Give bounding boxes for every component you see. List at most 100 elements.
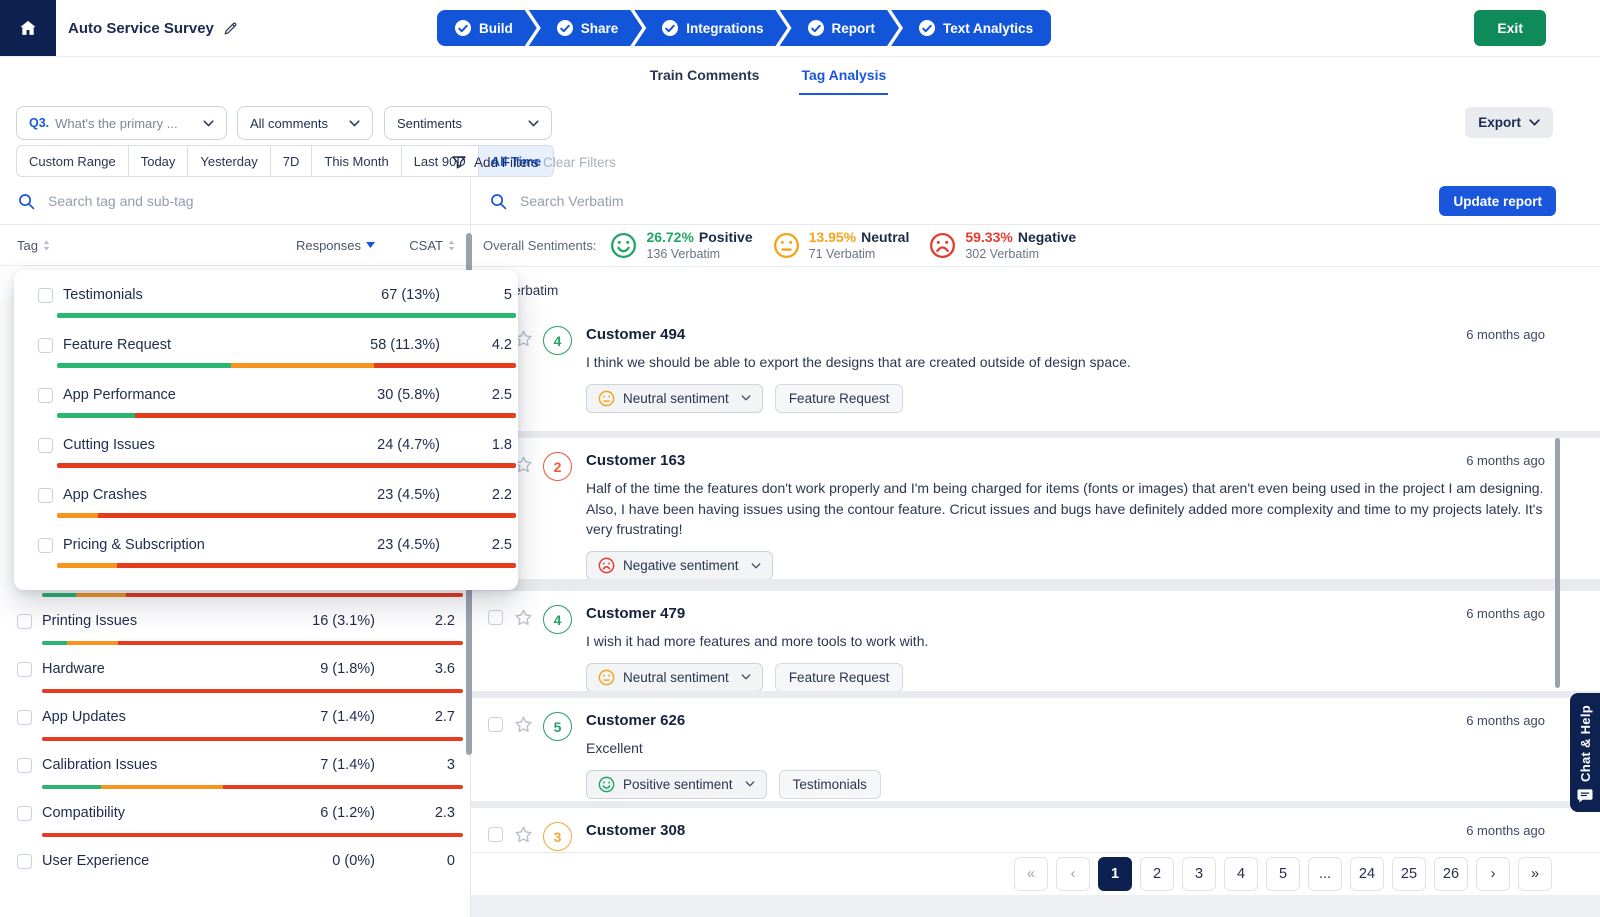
tag-row-checkbox[interactable] (38, 337, 53, 353)
edit-pencil-icon[interactable] (223, 21, 238, 36)
tag-row-content: Feature Request 58 (11.3%) 4.2 (14, 332, 518, 353)
date-range-all-time[interactable]: All Time (478, 145, 555, 177)
tag-row-checkbox[interactable] (17, 661, 32, 677)
tag-row-checkbox[interactable] (17, 613, 32, 629)
column-csat[interactable]: CSAT (395, 238, 455, 253)
pagination-ellipsis[interactable]: ... (1308, 857, 1342, 891)
sentiment-bar-segment-red (42, 689, 463, 693)
date-range-this-month[interactable]: This Month (312, 145, 402, 177)
sentiment-bar (42, 689, 463, 693)
tag-row-checkbox[interactable] (38, 487, 53, 503)
tag-row-checkbox[interactable] (17, 757, 32, 773)
update-report-button[interactable]: Update report (1439, 186, 1556, 216)
export-button[interactable]: Export (1465, 107, 1553, 138)
pagination-next[interactable]: › (1476, 857, 1510, 891)
pagination-page-2[interactable]: 2 (1140, 857, 1174, 891)
tag-name[interactable]: Cutting Issues (63, 437, 155, 453)
tag-csat: 2.3 (434, 805, 455, 821)
sentiments-dropdown[interactable]: Sentiments (384, 106, 552, 140)
tag-row-checkbox[interactable] (17, 709, 32, 725)
tag-row-checkbox[interactable] (38, 287, 53, 303)
sentiment-dropdown[interactable]: Negative sentiment (586, 551, 773, 579)
pagination-page-4[interactable]: 4 (1224, 857, 1258, 891)
overall-positive-pct: 26.72% (646, 228, 694, 245)
tag-row: App Crashes 23 (4.5%) 2.2 (14, 482, 518, 532)
pagination-page-1[interactable]: 1 (1098, 857, 1132, 891)
verbatim-scrollbar[interactable] (1555, 438, 1560, 688)
tag-name[interactable]: App Crashes (63, 487, 147, 503)
nav-step-report[interactable]: Report (780, 10, 900, 46)
tag-name[interactable]: Testimonials (63, 287, 143, 303)
star-icon[interactable] (513, 607, 534, 628)
verbatim-entry-body: 4 Customer 494 6 months ago I think we shou… (488, 326, 1545, 413)
tag-name[interactable]: Compatibility (42, 805, 125, 821)
tag-name[interactable]: App Updates (42, 709, 126, 725)
verbatim-checkbox[interactable] (488, 610, 503, 625)
tag-row-checkbox[interactable] (38, 437, 53, 453)
pagination-first[interactable]: « (1014, 857, 1048, 891)
neutral-face-icon (598, 669, 615, 686)
date-range-today[interactable]: Today (128, 145, 189, 177)
tag-row-checkbox[interactable] (38, 387, 53, 403)
date-range-custom-range[interactable]: Custom Range (16, 145, 129, 177)
tag-chip-testimonials[interactable]: Testimonials (778, 769, 881, 799)
tag-csat: 3 (446, 757, 455, 773)
clear-filters-button[interactable]: Clear Filters (543, 154, 616, 170)
tag-chip-feature-request[interactable]: Feature Request (774, 383, 904, 413)
wizard-steps: Build Share Integrations Report Text Analyti… (437, 10, 1052, 46)
question-dropdown[interactable]: Q3. What's the primary ... (16, 106, 227, 140)
verbatim-search-row: Update report (471, 178, 1600, 225)
pagination-page-25[interactable]: 25 (1392, 857, 1426, 891)
star-icon[interactable] (513, 714, 534, 735)
date-range-yesterday[interactable]: Yesterday (188, 145, 271, 177)
sentiment-dropdown[interactable]: Positive sentiment (586, 769, 767, 799)
tag-name[interactable]: Pricing & Subscription (63, 537, 205, 553)
tag-search-input[interactable] (46, 192, 350, 210)
column-tag[interactable]: Tag (17, 238, 50, 253)
comments-dropdown[interactable]: All comments (237, 106, 373, 140)
chat-help-tab[interactable]: Chat & Help (1570, 693, 1600, 812)
sentiment-bar-segment-red (223, 785, 463, 789)
tag-name[interactable]: Feature Request (63, 337, 172, 353)
tag-name[interactable]: App Performance (63, 387, 176, 403)
negative-face-icon (598, 557, 615, 574)
nav-step-build[interactable]: Build (437, 10, 537, 46)
pagination-page-26[interactable]: 26 (1434, 857, 1468, 891)
tab-train-comments[interactable]: Train Comments (649, 66, 760, 83)
sentiment-bar-segment-red (57, 463, 516, 468)
tag-row-checkbox[interactable] (38, 537, 53, 553)
nav-step-text-analytics[interactable]: Text Analytics (891, 10, 1052, 46)
home-button[interactable] (0, 0, 56, 56)
add-filters-button[interactable]: Add Filters (452, 150, 539, 174)
tag-row-checkbox[interactable] (17, 853, 32, 869)
pagination-page-24[interactable]: 24 (1350, 857, 1384, 891)
pagination-page-3[interactable]: 3 (1182, 857, 1216, 891)
rating-badge: 2 (543, 452, 572, 481)
positive-face-icon (598, 776, 615, 793)
pagination-last[interactable]: » (1518, 857, 1552, 891)
star-icon[interactable] (513, 824, 534, 845)
check-circle-icon (662, 20, 678, 36)
pagination-prev[interactable]: ‹ (1056, 857, 1090, 891)
verbatim-timestamp: 6 months ago (1466, 713, 1545, 728)
tab-tag-analysis[interactable]: Tag Analysis (799, 56, 889, 95)
sentiment-dropdown[interactable]: Neutral sentiment (586, 662, 763, 691)
sentiment-bar-segment-red (42, 833, 463, 837)
tag-name[interactable]: Calibration Issues (42, 757, 158, 773)
tag-name[interactable]: User Experience (42, 853, 150, 869)
nav-step-integrations[interactable]: Integrations (634, 10, 787, 46)
tag-name[interactable]: Hardware (42, 661, 105, 677)
pagination-page-5[interactable]: 5 (1266, 857, 1300, 891)
tag-row-checkbox[interactable] (17, 805, 32, 821)
tag-chip-feature-request[interactable]: Feature Request (774, 662, 904, 691)
sentiment-dropdown[interactable]: Neutral sentiment (586, 383, 763, 413)
verbatim-search-input[interactable] (518, 192, 922, 210)
exit-button[interactable]: Exit (1474, 10, 1546, 46)
tag-name[interactable]: Printing Issues (42, 613, 138, 629)
verbatim-checkbox[interactable] (488, 717, 503, 732)
column-responses[interactable]: Responses (265, 238, 375, 253)
verbatim-entry: 4 Customer 494 6 months ago I think we shou… (471, 312, 1600, 431)
verbatim-checkbox[interactable] (488, 827, 503, 842)
nav-step-share[interactable]: Share (529, 10, 643, 46)
date-range-7d[interactable]: 7D (270, 145, 313, 177)
